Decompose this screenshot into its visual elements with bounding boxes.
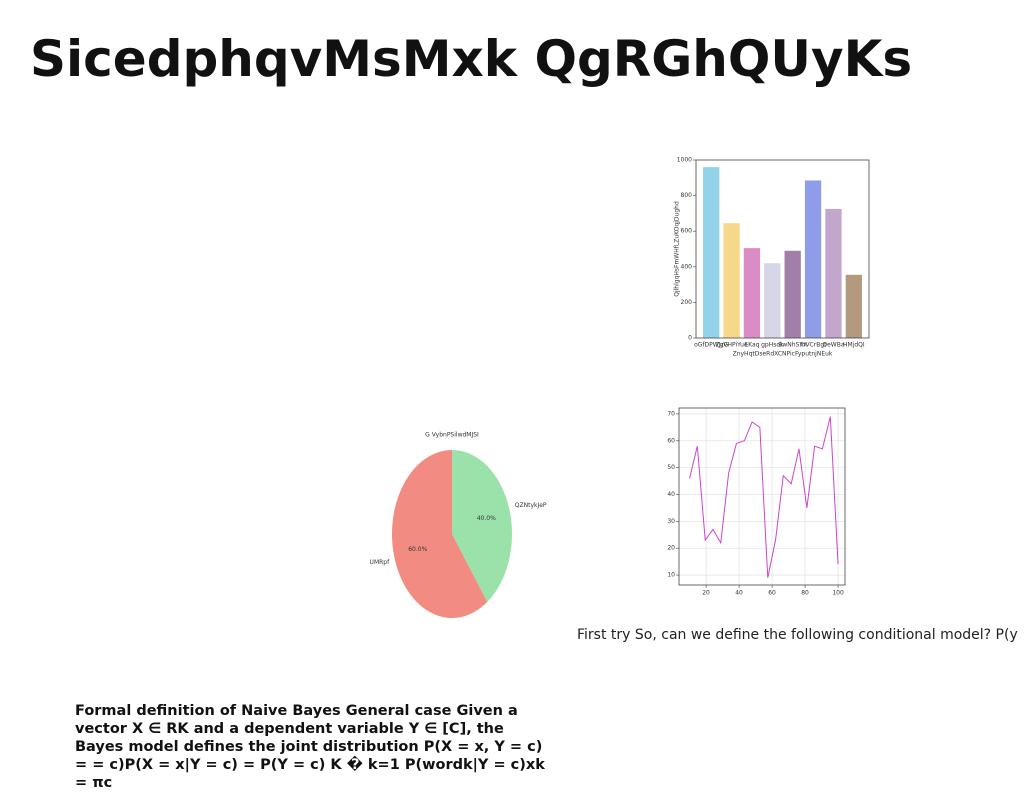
y-tick-label: 40 — [667, 491, 675, 498]
slide-title: SicedphqvMsMxk QgRGhQUyKs — [30, 30, 913, 88]
line-series — [689, 416, 839, 578]
y-tick-label: 1000 — [677, 157, 692, 164]
x-tick-label: HMjdQI — [843, 342, 865, 349]
pie-label: UMRpf — [370, 559, 391, 566]
x-tick-label: gpHsok — [761, 342, 784, 349]
text: Formal definition of Naive Bayes General… — [75, 703, 545, 791]
y-tick-label: 30 — [667, 518, 675, 525]
y-tick-label: 60 — [667, 437, 675, 444]
x-tick-label: oGfDPWJzG — [694, 342, 729, 349]
x-tick-label: 20 — [702, 590, 710, 597]
y-tick-label: 400 — [681, 263, 693, 270]
plot-frame — [678, 407, 846, 586]
pie-wedge — [452, 450, 513, 602]
y-tick-label: 10 — [667, 572, 675, 579]
x-tick-label: EKaq — [744, 342, 759, 349]
x-tick-label: 80 — [801, 590, 809, 597]
y-tick-label: 70 — [667, 410, 675, 417]
bar — [723, 223, 740, 338]
bar — [825, 208, 842, 338]
y-tick-label: 50 — [667, 464, 675, 471]
bar — [804, 180, 822, 338]
pie-wedge — [392, 450, 488, 618]
bar — [743, 248, 761, 338]
x-tick-label: 40 — [735, 590, 743, 597]
x-tick-label: BwNhSTX — [778, 342, 807, 349]
bar — [703, 167, 720, 338]
x-axis-label: ZnyHqtDseRdXCNPicFyputnjNEuk — [733, 351, 833, 358]
pie-label: QZNtykJeP — [515, 502, 547, 509]
bar — [845, 274, 862, 338]
x-tick-label: ZgVHPiYuo — [715, 342, 747, 349]
x-tick-label: mVCrBgt — [800, 342, 828, 349]
pie-title: G VybnPSilwdMJSI — [425, 432, 479, 439]
bar — [784, 250, 801, 338]
x-tick-label: 60 — [768, 590, 776, 597]
bar — [764, 263, 781, 338]
y-tick-label: 200 — [681, 299, 693, 306]
y-tick-label: 800 — [681, 192, 693, 199]
y-tick-label: 0 — [688, 335, 692, 342]
y-axis-label: QjlhlgqHsFmWHfLZuKOqjDughd — [674, 201, 681, 297]
pie-value-label: 40.0% — [477, 515, 496, 522]
y-tick-label: 20 — [667, 545, 675, 552]
x-tick-label: 100 — [832, 590, 844, 597]
plot-frame — [695, 159, 870, 339]
y-tick-label: 600 — [681, 228, 693, 235]
text: First try So, can we define the followin… — [577, 627, 1018, 643]
x-tick-label: OeWBa — [822, 342, 844, 349]
pie-value-label: 60.0% — [408, 546, 427, 553]
